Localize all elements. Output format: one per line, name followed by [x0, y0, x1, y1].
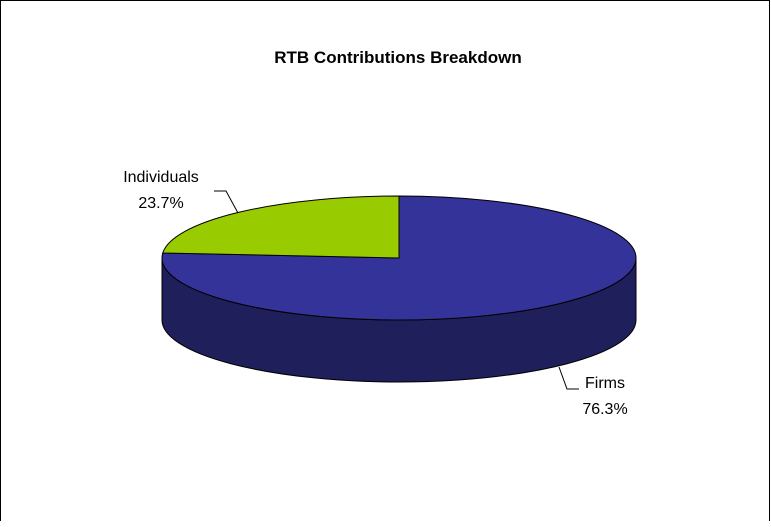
- slice-value-firms: 76.3%: [582, 401, 627, 418]
- slice-value-individuals: 23.7%: [138, 195, 183, 212]
- chart-title: RTB Contributions Breakdown: [274, 48, 521, 67]
- leader-line-individuals: [214, 190, 239, 214]
- pie-layer: [161, 195, 637, 383]
- pie-slice-individuals: [162, 195, 400, 259]
- slice-label-firms: Firms: [585, 375, 625, 392]
- slice-label-individuals: Individuals: [123, 169, 199, 186]
- leader-line-firms: [558, 366, 579, 390]
